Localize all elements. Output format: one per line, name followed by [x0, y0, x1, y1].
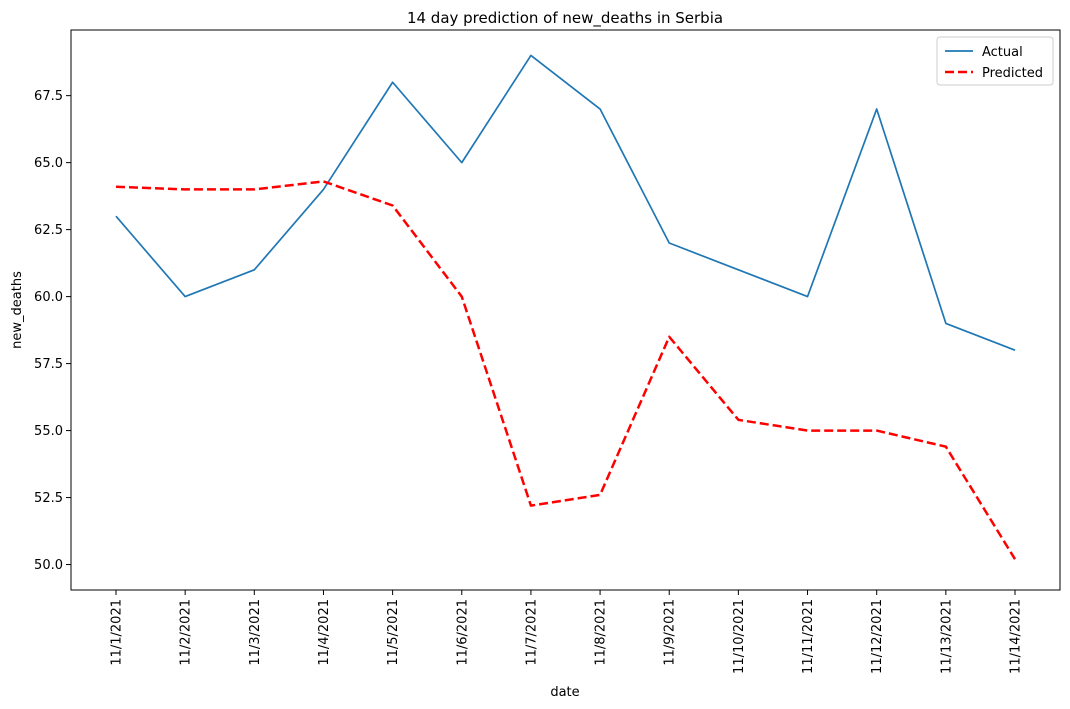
legend: Actual Predicted — [936, 36, 1054, 86]
y-tick-label: 57.5 — [34, 357, 63, 372]
legend-label-predicted: Predicted — [982, 66, 1043, 81]
y-tick-label: 60.0 — [34, 290, 63, 305]
x-tick-label: 11/9/2021 — [663, 599, 678, 666]
legend-label-actual: Actual — [982, 45, 1023, 60]
x-tick-label: 11/10/2021 — [732, 599, 747, 674]
x-tick-label: 11/13/2021 — [939, 599, 954, 674]
x-tick-label: 11/8/2021 — [594, 599, 609, 666]
x-tick-label: 11/5/2021 — [386, 599, 401, 666]
y-tick-label: 67.5 — [34, 89, 63, 104]
y-axis: 50.0 52.5 55.0 57.5 60.0 62.5 65.0 67.5 — [34, 89, 71, 573]
x-tick-label: 11/3/2021 — [248, 599, 263, 666]
y-tick-label: 52.5 — [34, 491, 63, 506]
x-tick-label: 11/1/2021 — [110, 599, 125, 666]
x-tick-label: 11/2/2021 — [179, 599, 194, 666]
y-tick-label: 55.0 — [34, 424, 63, 439]
x-tick-label: 11/6/2021 — [455, 599, 470, 666]
x-tick-label: 11/12/2021 — [870, 599, 885, 674]
x-axis: 11/1/2021 11/2/2021 11/3/2021 11/4/2021 11/5… — [110, 590, 1024, 674]
series-layer — [115, 54, 1017, 560]
y-axis-label: new_deaths — [10, 271, 25, 349]
plot-area — [70, 29, 1061, 591]
series-line-actual — [115, 54, 1016, 351]
series-line-predicted — [115, 180, 1017, 560]
chart-title: 14 day prediction of new_deaths in Serbi… — [407, 9, 723, 28]
x-tick-label: 11/14/2021 — [1009, 599, 1024, 674]
x-axis-label: date — [550, 685, 579, 700]
y-tick-label: 62.5 — [34, 223, 63, 238]
y-tick-label: 65.0 — [34, 156, 63, 171]
x-tick-label: 11/11/2021 — [801, 599, 816, 674]
y-tick-label: 50.0 — [34, 558, 63, 573]
x-tick-label: 11/4/2021 — [317, 599, 332, 666]
x-tick-label: 11/7/2021 — [524, 599, 539, 666]
